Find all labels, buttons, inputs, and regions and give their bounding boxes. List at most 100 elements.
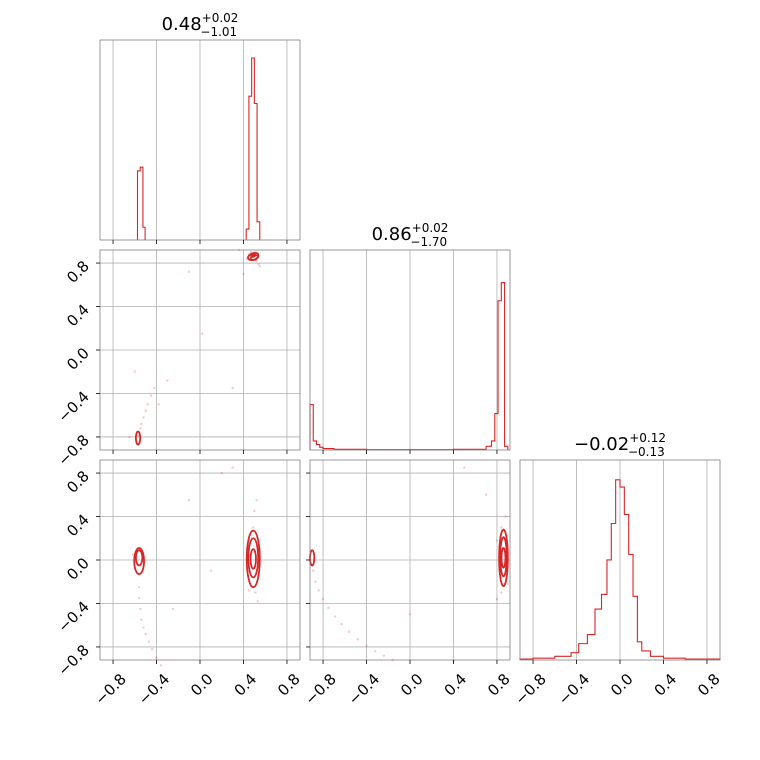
- pair-panel-0-2-sample-8: [155, 656, 158, 660]
- pair-panel-0-1-sample-9: [149, 394, 153, 397]
- pair-panel-1-2-sample-14: [500, 526, 503, 529]
- pair-panel-0-1-sample-7: [200, 332, 204, 335]
- pair-panel-0-1-sample-23: [157, 403, 160, 406]
- pair-panel-1-2-sample-20: [484, 493, 488, 496]
- hist-panel-2-title: −0.02+0.12 −0.13: [574, 431, 666, 459]
- pair-panel-0-2-sample-14: [256, 600, 259, 603]
- pair-panel-1-2-sample-10: [374, 650, 377, 653]
- pair-panel-0-2-xtick-label-1: −0.4: [135, 670, 173, 708]
- pair-panel-1-2-sample-17: [495, 597, 499, 601]
- pair-panel-0-1-sample-12: [142, 416, 145, 419]
- pair-panel-0-2-sample-3: [140, 618, 143, 621]
- pair-panel-0-2-sample-12: [252, 526, 255, 529]
- hist-panel-1-title-lower: −1.70: [410, 235, 447, 249]
- pair-panel-0-2-xtick-label-4: 0.8: [274, 670, 304, 700]
- pair-panel-0-1: [100, 248, 300, 450]
- pair-panel-0-2-contour-1: [134, 549, 144, 567]
- hist-panel-2-title-median: −0.02: [574, 434, 629, 455]
- pair-panel-0-1-sample-6: [187, 270, 191, 273]
- pair-panel-1-2-sample-16: [500, 591, 503, 594]
- pair-panel-0-2-sample-1: [137, 596, 141, 600]
- pair-panel-1-2-sample-8: [356, 638, 360, 641]
- pair-panel-1-2-sample-6: [340, 622, 343, 626]
- hist-panel-2-xtick-label-0: −0.8: [511, 670, 549, 708]
- pair-panel-0-2-sample-21: [209, 569, 213, 573]
- hist-panel-1-title: 0.86+0.02 −1.70: [372, 221, 449, 249]
- hist-panel-2-xtick-label-1: −0.4: [555, 670, 593, 708]
- pair-panel-0-2-sample-15: [247, 589, 251, 592]
- pair-panel-0-1-sample-8: [153, 386, 156, 390]
- pair-panel-0-1-ytick-label-2: 0.0: [63, 344, 93, 374]
- pair-panel-0-2-sample-22: [231, 466, 234, 469]
- pair-panel-1-2-xtick-label-1: −0.4: [345, 670, 383, 708]
- hist-panel-0-histogram: [136, 57, 261, 240]
- pair-panel-0-1-sample-20: [133, 370, 136, 373]
- pair-panel-0-2-sample-4: [142, 626, 145, 629]
- pair-panel-0-1-sample-19: [166, 379, 169, 382]
- pair-panel-1-2-sample-3: [321, 597, 325, 601]
- pair-panel-1-2-xtick-label-3: 0.4: [441, 670, 471, 700]
- hist-panel-2-title-upper: +0.12: [629, 431, 666, 445]
- pair-panel-0-1-sample-4: [258, 265, 261, 268]
- hist-panel-0-title-upper: +0.02: [202, 11, 239, 25]
- hist-panel-1: [309, 250, 509, 451]
- pair-panel-0-2-sample-20: [171, 607, 175, 611]
- pair-panel-0-2-sample-13: [254, 591, 257, 594]
- pair-panel-0-2-sample-6: [147, 640, 151, 643]
- hist-panel-0-title: 0.48+0.02 −1.01: [162, 11, 239, 39]
- pair-panel-0-2-contour-2: [245, 529, 261, 589]
- pair-panel-0-1-sample-13: [140, 422, 143, 426]
- pair-panel-1-2-xtick-label-2: 0.0: [397, 670, 427, 700]
- pair-panel-1-2-sample-2: [317, 589, 320, 592]
- hist-panel-1-title-median: 0.86: [372, 224, 412, 245]
- pair-panel-0-2-contour-3: [247, 537, 260, 579]
- hist-panel-2: [519, 460, 721, 660]
- pair-panel-1-2-contour-1: [499, 536, 508, 578]
- hist-panel-0-title-median: 0.48: [162, 14, 202, 35]
- pair-panel-1-2-sample-1: [314, 580, 317, 583]
- pair-panel-1-2-sample-18: [506, 582, 510, 586]
- pair-panel-0-2-xtick-label-0: −0.8: [91, 670, 129, 708]
- pair-panel-0-1-sample-22: [128, 435, 131, 439]
- pair-panel-0-2-xtick-label-2: 0.0: [187, 670, 217, 700]
- pair-panel-0-1-ytick-label-3: 0.4: [63, 301, 93, 331]
- pair-panel-1-2-sample-19: [463, 466, 466, 469]
- hist-panel-2-histogram: [519, 479, 721, 660]
- pair-panel-1-2-sample-4: [327, 606, 330, 610]
- pair-panel-1-2-sample-9: [365, 644, 368, 648]
- pair-panel-1-2-sample-15: [495, 539, 499, 542]
- pair-panel-1-2-contour-2: [500, 547, 507, 569]
- pair-panel-1-2-sample-13: [504, 515, 507, 518]
- pair-panel-1-2-xtick-label-4: 0.8: [484, 670, 514, 700]
- pair-panel-0-2-ytick-label-4: 0.8: [63, 467, 93, 497]
- pair-panel-0-2-sample-2: [139, 607, 142, 611]
- hist-panel-2-title-lower: −0.13: [628, 445, 665, 459]
- pair-panel-0-1-sample-16: [136, 434, 140, 438]
- hist-panel-2-xtick-label-3: 0.4: [651, 670, 681, 700]
- pair-panel-1-2-xtick-label-0: −0.8: [301, 670, 339, 708]
- pair-panel-1-2-contour-0: [498, 528, 509, 587]
- pair-panel-0-2-ytick-label-1: −0.4: [54, 598, 92, 636]
- pair-panel-0-2-contour-0: [133, 547, 145, 576]
- pair-panel-1-2-sample-21: [408, 613, 412, 616]
- pair-panel-1-2-sample-0: [312, 569, 315, 573]
- pair-panel-0-2-ytick-label-3: 0.4: [63, 511, 93, 541]
- pair-panel-0-1-contour-1: [249, 254, 259, 261]
- pair-panel-0-1-sample-10: [146, 403, 150, 406]
- pair-panel-0-1-sample-14: [139, 427, 142, 430]
- hist-panel-0: [112, 40, 288, 240]
- pair-panel-1-2-sample-7: [347, 630, 351, 633]
- pair-panel-0-2-sample-0: [137, 585, 141, 589]
- pair-panel-0-2-sample-5: [144, 632, 147, 636]
- pair-panel-1-2: [309, 460, 510, 663]
- pair-panel-0-2-sample-18: [187, 499, 191, 502]
- pair-panel-0-2-sample-7: [150, 647, 154, 651]
- pair-panel-1-2-sample-11: [382, 654, 386, 657]
- pair-panel-0-1-sample-24: [242, 272, 245, 276]
- pair-panel-0-1-sample-11: [144, 409, 147, 413]
- pair-panel-0-2-xtick-label-3: 0.4: [231, 670, 261, 700]
- pair-panel-1-2-sample-5: [333, 615, 337, 618]
- pair-panel-0-1-ytick-label-4: 0.8: [63, 257, 93, 287]
- hist-panel-2-xtick-label-2: 0.0: [607, 670, 637, 700]
